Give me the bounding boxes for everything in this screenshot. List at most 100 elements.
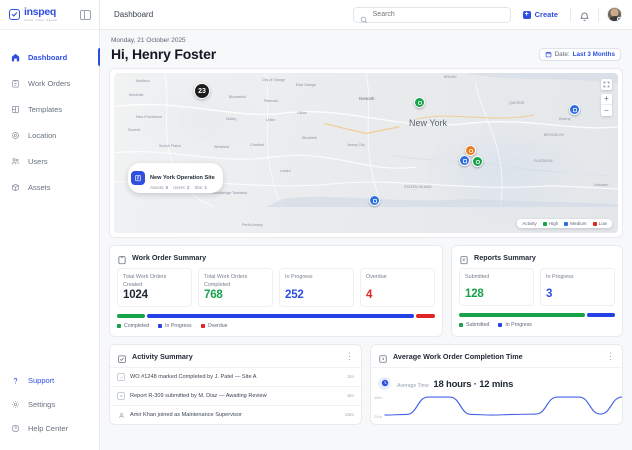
activity-text: Amir Khan joined as Maintenance Supervis… xyxy=(130,412,242,419)
more-vertical-icon[interactable]: ⋮ xyxy=(345,350,354,361)
topbar: Dashboard + Create xyxy=(100,0,632,30)
map-canvas[interactable]: New York Newark BROOKLYN QUEENS Jersey C… xyxy=(114,73,618,233)
map-pin-cluster-green[interactable] xyxy=(472,156,483,167)
sidebar-item-help-center[interactable]: Help Center xyxy=(0,416,99,440)
average-time-block: Average Time 18 hours · 12 mins xyxy=(371,367,622,392)
sidebar-item-templates[interactable]: Templates xyxy=(0,96,99,122)
reports-summary-header: Reports Summary xyxy=(459,252,615,265)
y-tick: 24hr xyxy=(374,414,383,420)
map-legend-item-medium: Medium xyxy=(564,221,587,226)
activity-list: WO #1248 marked Completed by J. Patel — … xyxy=(110,367,361,424)
expand-icon[interactable] xyxy=(601,79,612,90)
list-item[interactable]: Amir Khan joined as Maintenance Supervis… xyxy=(110,405,361,424)
bar-segment-overdue xyxy=(416,314,436,319)
sidebar-item-label: Users xyxy=(28,156,48,166)
map-cluster-badge[interactable]: 23 xyxy=(194,83,210,99)
date-filter-label: Date: xyxy=(554,51,570,58)
sidebar-item-dashboard[interactable]: Dashboard xyxy=(0,44,100,70)
pin-icon xyxy=(10,130,21,141)
calendar-icon xyxy=(545,51,552,58)
legend-submitted: Submitted xyxy=(459,322,489,328)
brand-wordmark: inspeq Check. Close. Repeat. xyxy=(24,7,58,22)
sidebar-item-users[interactable]: Users xyxy=(0,148,99,174)
legend-completed: Completed xyxy=(117,323,149,329)
map-popup-stats: Assets: 5 Users: 2 Site: 1 xyxy=(150,185,215,190)
zoom-in-button[interactable]: + xyxy=(601,94,612,105)
stat-submitted: Submitted 128 xyxy=(459,268,534,306)
avatar[interactable] xyxy=(607,7,622,22)
current-date: Monday, 21 October 2025 xyxy=(111,37,186,44)
create-button-label: Create xyxy=(534,10,558,19)
bell-icon[interactable] xyxy=(579,9,590,21)
map-zoom-group: + − xyxy=(601,94,612,116)
average-time-text: Average Time 18 hours · 12 mins xyxy=(397,374,513,392)
stat-reports-in-progress: In Progress 3 xyxy=(540,268,615,306)
activity-icon xyxy=(117,351,127,363)
chart-y-axis: 48hr 24hr xyxy=(374,395,382,419)
layout-icon xyxy=(10,104,21,115)
bar-segment-in-progress xyxy=(147,314,415,319)
activity-summary-card: Activity Summary ⋮ WO #1248 marked Compl… xyxy=(109,344,362,426)
map-pin-north-green[interactable] xyxy=(414,97,425,108)
sidebar-item-label: Settings xyxy=(28,399,56,409)
clock-icon xyxy=(378,376,391,390)
sidebar-item-label: Location xyxy=(28,130,57,140)
stat-label: In Progress xyxy=(285,274,313,280)
page-title: Hi, Henry Foster xyxy=(111,46,216,62)
sidebar-item-settings[interactable]: Settings xyxy=(0,392,99,416)
map-legend: Activity High Medium Low xyxy=(517,219,612,228)
sidebar-item-location[interactable]: Location xyxy=(0,122,99,148)
sidebar: inspeq Check. Close. Repeat. Dashboard W… xyxy=(0,0,100,450)
plus-square-icon: + xyxy=(522,10,531,19)
brand-name: inspeq xyxy=(24,6,57,19)
list-item[interactable]: WO #1248 marked Completed by J. Patel — … xyxy=(110,367,361,386)
reports-legend: Submitted In Progress xyxy=(459,322,615,328)
sidebar-item-support[interactable]: Support xyxy=(0,368,99,392)
users-icon xyxy=(10,156,21,167)
legend-in-progress: In Progress xyxy=(158,323,192,329)
stat-in-progress: In Progress 252 xyxy=(279,268,354,308)
stat-value: 768 xyxy=(204,289,223,302)
sidebar-item-assets[interactable]: Assets xyxy=(0,174,99,200)
sidebar-nav-bottom: Support Settings Help Center xyxy=(0,368,99,450)
activity-summary-header: Activity Summary ⋮ xyxy=(110,350,361,363)
sidebar-item-label: Support xyxy=(28,375,55,385)
create-button[interactable]: + Create xyxy=(519,10,562,19)
dashboard-scroll: Monday, 21 October 2025 Hi, Henry Foster… xyxy=(100,30,632,450)
map-pin-east-blue[interactable] xyxy=(569,104,580,115)
panel-collapse-icon[interactable] xyxy=(80,9,91,20)
map-popup-body: New York Operation Site Assets: 5 Users:… xyxy=(150,166,215,190)
main-area: Dashboard + Create Mond xyxy=(100,0,632,450)
search-icon xyxy=(360,11,368,23)
stat-overdue: Overdue 4 xyxy=(360,268,435,308)
map-pin-south-blue[interactable] xyxy=(369,195,380,206)
y-tick: 48hr xyxy=(374,395,383,401)
zoom-out-button[interactable]: − xyxy=(601,105,612,116)
map-controls: + − xyxy=(601,79,612,116)
help-icon xyxy=(10,423,21,434)
lifebuoy-icon xyxy=(10,375,21,386)
map-pin-cluster-orange[interactable] xyxy=(465,145,476,156)
stat-label: Total Work Orders Completed xyxy=(204,274,248,289)
more-vertical-icon[interactable]: ⋮ xyxy=(606,350,615,361)
search-box[interactable] xyxy=(352,6,511,23)
sidebar-item-work-orders[interactable]: Work Orders xyxy=(0,70,99,96)
clipboard-icon xyxy=(117,252,127,265)
report-icon xyxy=(117,392,125,401)
map-card: New York Newark BROOKLYN QUEENS Jersey C… xyxy=(109,68,623,238)
list-item[interactable]: Report R-309 submitted by M. Diaz — Awai… xyxy=(110,386,361,405)
date-range-filter-button[interactable]: Date: Last 3 Months xyxy=(538,48,621,61)
work-order-legend: Completed In Progress Overdue xyxy=(117,323,435,329)
date-filter-value: Last 3 Months xyxy=(572,51,615,58)
gear-icon xyxy=(10,399,21,410)
activity-time: 2m xyxy=(347,374,354,380)
search-input[interactable] xyxy=(372,11,504,18)
map-site-popup[interactable]: New York Operation Site Assets: 5 Users:… xyxy=(128,163,223,193)
map-pin-cluster-blue[interactable] xyxy=(459,155,470,166)
map-popup-title: New York Operation Site xyxy=(150,175,215,181)
work-order-progress-bar xyxy=(117,314,436,319)
stat-total-created: Total Work Orders Created 1024 xyxy=(117,268,192,308)
average-time-chart: 48hr 24hr xyxy=(371,395,622,419)
bar-segment-submitted xyxy=(459,313,586,317)
breadcrumb: Dashboard xyxy=(114,10,154,19)
